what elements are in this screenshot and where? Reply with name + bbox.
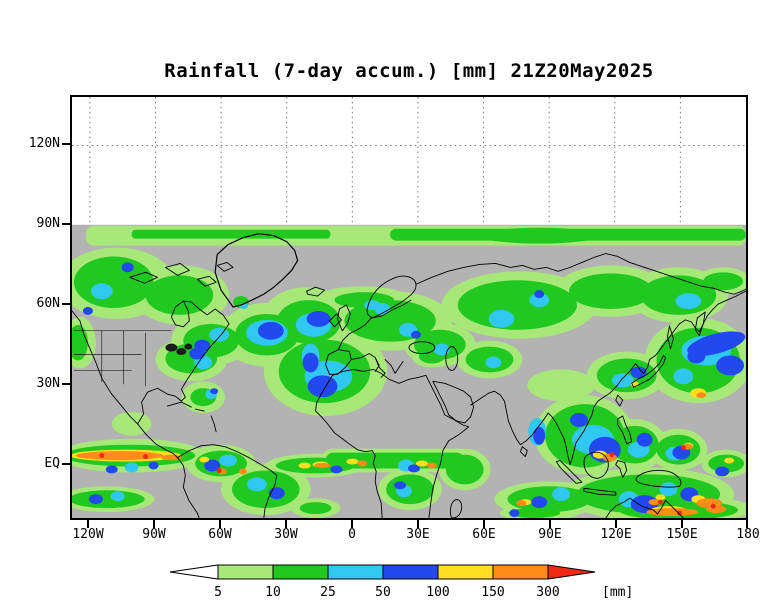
y-axis-tick [62, 303, 70, 305]
x-axis-tick-label: 0 [348, 527, 356, 542]
coastlines [72, 233, 746, 518]
colorbar-tick-label: 10 [265, 585, 281, 600]
graticule-gridlines [72, 97, 746, 225]
colorbar-segment-25-50 [327, 564, 384, 580]
x-axis-tick [285, 520, 287, 528]
colorbar [168, 564, 598, 580]
x-axis-tick [219, 520, 221, 528]
colorbar-segment-100-150 [437, 564, 494, 580]
y-axis-tick [62, 143, 70, 145]
colorbar-segment-5-10 [217, 564, 274, 580]
x-axis-tick [87, 520, 89, 528]
colorbar-segment-10-25 [272, 564, 329, 580]
x-axis-tick-label: 120E [600, 527, 632, 542]
x-axis-tick-label: 90W [142, 527, 166, 542]
world-rainfall-map [72, 97, 746, 518]
x-axis-tick [615, 520, 617, 528]
colorbar-tick-label: 25 [320, 585, 336, 600]
y-axis-tick [62, 463, 70, 465]
y-axis-tick-label: 60N [36, 296, 60, 311]
x-axis-tick [681, 520, 683, 528]
colorbar-scale [169, 564, 596, 580]
colorbar-tick-label: 150 [481, 585, 505, 600]
colorbar-tick-label: 50 [375, 585, 391, 600]
y-axis-tick [62, 223, 70, 225]
x-axis-tick-label: 90E [538, 527, 562, 542]
rainfall-shading [72, 225, 746, 518]
x-axis-tick [483, 520, 485, 528]
x-axis-tick [351, 520, 353, 528]
colorbar-arrow-left [169, 564, 219, 580]
x-axis-tick [549, 520, 551, 528]
x-axis-tick-label: 30E [406, 527, 430, 542]
y-axis-tick-label: 90N [36, 216, 60, 231]
x-axis-tick [746, 520, 748, 528]
x-axis-tick-label: 180 [736, 527, 760, 542]
colorbar-segment-50-100 [382, 564, 439, 580]
colorbar-tick-label: 5 [214, 585, 222, 600]
colorbar-arrow-right [547, 564, 596, 580]
x-axis-tick-label: 60E [472, 527, 496, 542]
map-plot-area [70, 95, 748, 520]
y-axis-tick-label: EQ [44, 456, 60, 471]
x-axis-tick-label: 30W [274, 527, 298, 542]
figure-title: Rainfall (7-day accum.) [mm] 21Z20May202… [164, 60, 654, 82]
colorbar-tick-label: 100 [426, 585, 450, 600]
colorbar-segment-150-300 [492, 564, 549, 580]
y-axis-tick-label: 120N [28, 136, 60, 151]
x-axis-tick-label: 150E [666, 527, 698, 542]
x-axis-tick [417, 520, 419, 528]
x-axis-tick [153, 520, 155, 528]
x-axis-tick-label: 60W [208, 527, 232, 542]
colorbar-tick-label: 300 [536, 585, 560, 600]
x-axis-tick-label: 120W [72, 527, 104, 542]
y-axis-tick [62, 383, 70, 385]
y-axis-tick-label: 30N [36, 376, 60, 391]
colorbar-units-label: [mm] [602, 585, 634, 600]
